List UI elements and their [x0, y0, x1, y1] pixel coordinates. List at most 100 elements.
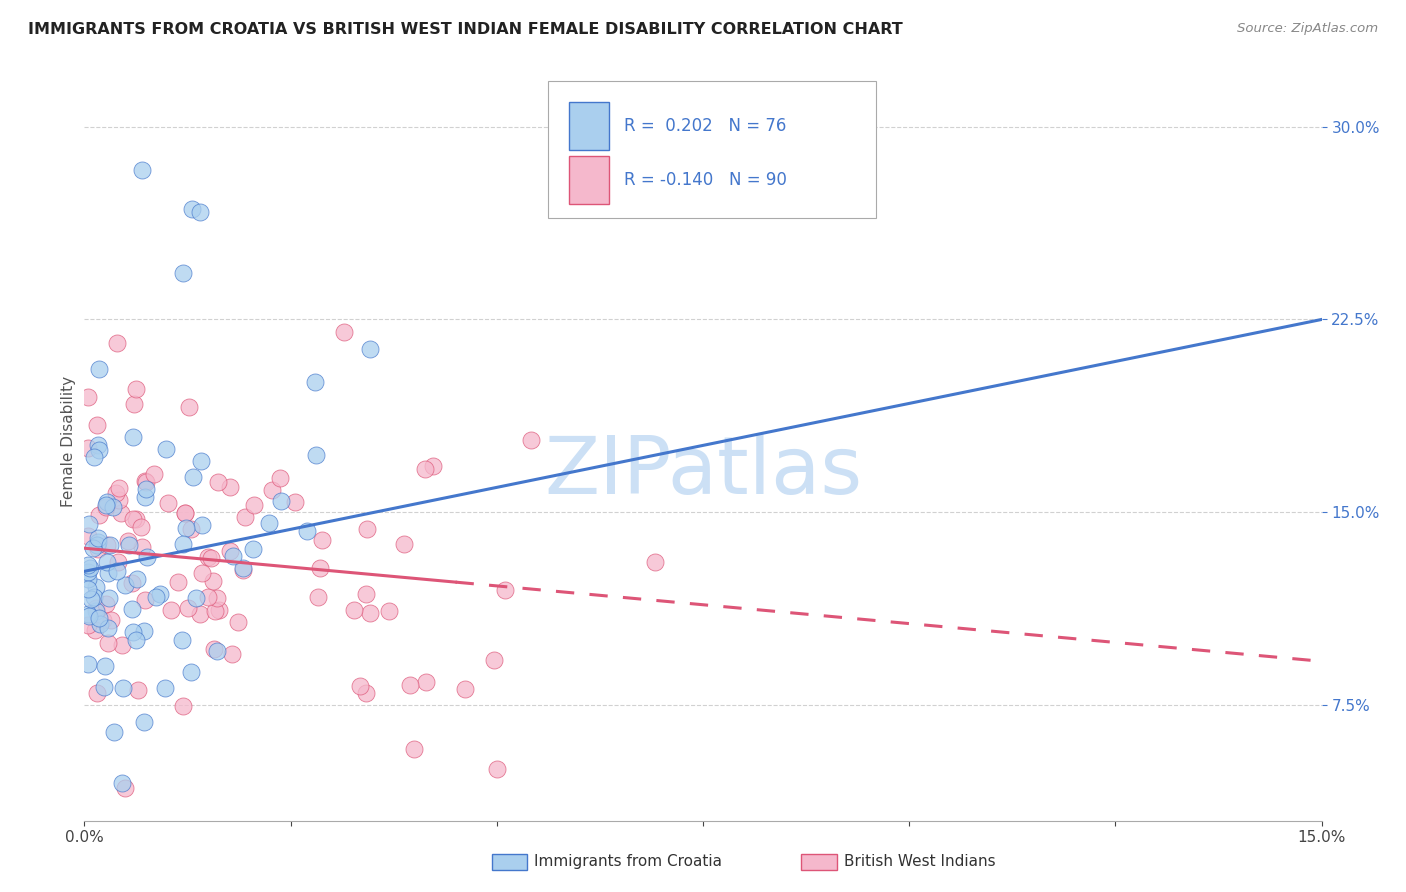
Point	[77, 390, 100, 404]
Point	[259, 516, 281, 531]
Point	[131, 163, 153, 178]
Point	[166, 575, 188, 590]
Point	[311, 533, 333, 547]
Point	[134, 592, 156, 607]
Point	[188, 607, 211, 622]
Point	[104, 485, 127, 500]
Point	[125, 633, 148, 648]
Point	[228, 615, 250, 630]
Point	[122, 397, 145, 411]
Point	[134, 490, 156, 504]
Point	[91, 613, 114, 627]
Point	[343, 603, 366, 617]
Point	[89, 617, 111, 632]
Point	[77, 566, 100, 580]
Point	[83, 590, 105, 604]
Point	[87, 442, 110, 457]
Point	[111, 776, 134, 790]
Point	[201, 574, 224, 588]
Point	[454, 682, 477, 697]
Point	[233, 509, 256, 524]
Point	[205, 591, 228, 605]
Point	[177, 600, 200, 615]
Point	[108, 481, 131, 495]
Point	[94, 498, 117, 512]
Point	[100, 613, 122, 627]
Point	[79, 517, 101, 532]
Point	[77, 582, 100, 596]
Point	[197, 549, 219, 564]
Text: British West Indians: British West Indians	[844, 855, 995, 869]
Point	[190, 454, 212, 468]
Point	[232, 563, 254, 577]
Point	[84, 623, 107, 637]
Point	[134, 714, 156, 729]
Point	[304, 448, 326, 462]
Point	[105, 335, 128, 350]
Point	[96, 598, 118, 612]
Point	[359, 342, 381, 356]
Point	[111, 638, 134, 652]
Point	[77, 558, 100, 572]
Point	[135, 475, 157, 490]
Point	[142, 467, 165, 481]
Bar	[569, 102, 609, 150]
Point	[94, 500, 117, 515]
Point	[97, 636, 120, 650]
Point	[121, 624, 143, 639]
Point	[77, 607, 100, 621]
Point	[121, 576, 143, 591]
Point	[520, 433, 543, 447]
Point	[172, 698, 194, 713]
Point	[97, 566, 120, 580]
Point	[98, 538, 121, 552]
Point	[86, 534, 108, 549]
Point	[204, 604, 226, 618]
Point	[422, 459, 444, 474]
Point	[103, 725, 125, 739]
Point	[170, 632, 193, 647]
Point	[174, 521, 197, 535]
Y-axis label: Female Disability: Female Disability	[60, 376, 76, 508]
Point	[118, 538, 141, 552]
Point	[295, 524, 318, 538]
Point	[97, 620, 120, 634]
Point	[200, 551, 222, 566]
Point	[202, 642, 225, 657]
Point	[191, 518, 214, 533]
Point	[122, 430, 145, 444]
Text: Immigrants from Croatia: Immigrants from Croatia	[534, 855, 723, 869]
Point	[207, 475, 229, 489]
Point	[87, 531, 110, 545]
Point	[415, 675, 437, 690]
Point	[359, 606, 381, 620]
Point	[242, 542, 264, 557]
Point	[87, 361, 110, 376]
Point	[634, 158, 657, 172]
Point	[349, 679, 371, 693]
Text: R = -0.140   N = 90: R = -0.140 N = 90	[624, 171, 787, 189]
Point	[125, 512, 148, 526]
Point	[172, 266, 194, 280]
Point	[77, 618, 100, 632]
Point	[77, 529, 100, 543]
Point	[485, 762, 508, 776]
Point	[122, 512, 145, 526]
Point	[84, 604, 107, 618]
Point	[132, 624, 155, 638]
Point	[87, 611, 110, 625]
Point	[284, 495, 307, 509]
Point	[155, 681, 177, 696]
Point	[184, 591, 207, 605]
Point	[117, 533, 139, 548]
Point	[135, 482, 157, 496]
Point	[131, 540, 153, 554]
Point	[208, 603, 231, 617]
Point	[107, 492, 129, 507]
Point	[96, 538, 118, 552]
Point	[219, 544, 242, 558]
Point	[304, 376, 326, 390]
Point	[87, 438, 110, 452]
Point	[333, 326, 356, 340]
Point	[84, 580, 107, 594]
